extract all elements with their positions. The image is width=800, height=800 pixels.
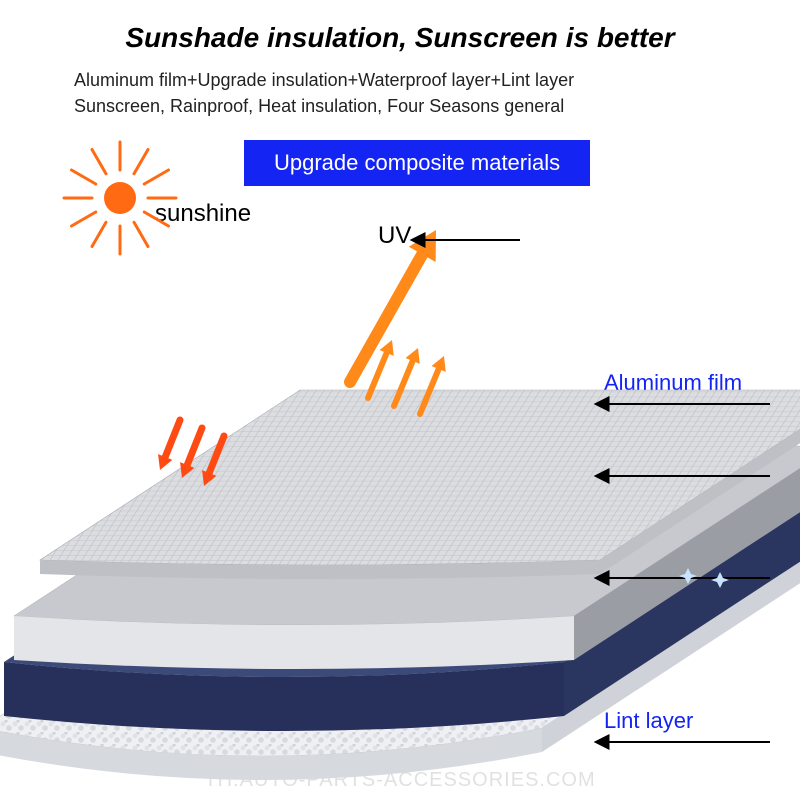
sun-icon (64, 142, 176, 254)
diagram-scene (0, 0, 800, 800)
uv-arrows-icon (350, 230, 446, 414)
